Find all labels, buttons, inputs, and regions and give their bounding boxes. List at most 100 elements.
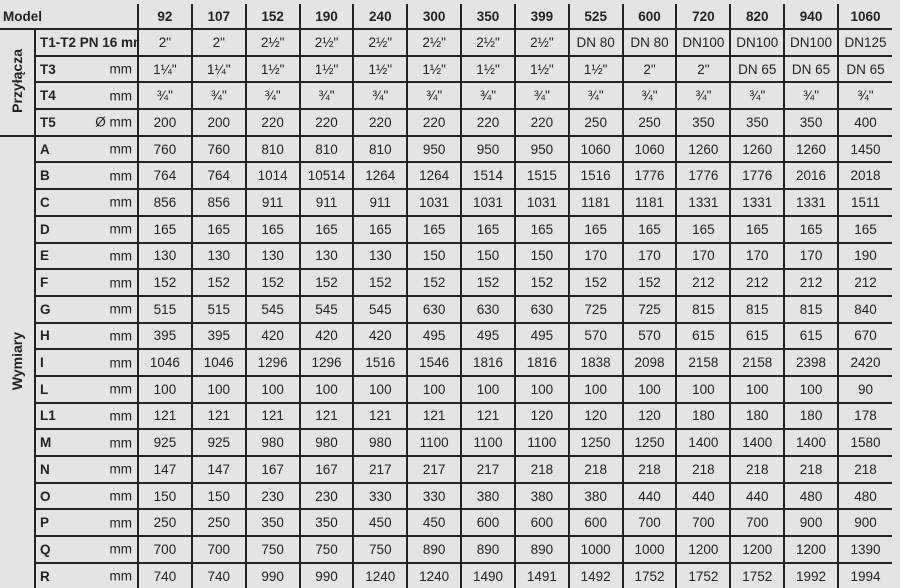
value-cell: 170 [675,242,731,271]
value-cell: 1515 [513,162,569,191]
parameter-name: M [40,435,52,451]
value-cell: 2158 [675,349,731,377]
parameter-cell: T1-T2 PN 16 mm [35,29,139,57]
model-column-header: 1060 [836,4,892,30]
value-cell: 100 [190,375,246,404]
value-cell: 2420 [836,349,892,377]
value-cell: 230 [298,482,354,511]
value-cell: 440 [621,482,677,511]
model-column-header: 525 [567,4,623,30]
parameter-cell: L1 mm [35,402,139,431]
value-cell: 990 [298,562,354,588]
value-cell: ¾" [244,82,300,111]
value-cell: 1¼" [190,55,246,84]
value-cell: 2" [621,55,677,84]
value-cell: 395 [190,322,246,351]
value-cell: 750 [298,536,354,564]
value-cell: 1752 [729,562,785,588]
value-cell: 218 [621,456,677,484]
value-cell: 420 [352,322,408,351]
value-cell: DN100 [783,29,838,57]
value-cell: 152 [567,269,623,297]
value-cell: 900 [836,509,892,538]
value-cell: 980 [244,429,300,457]
value-cell: 330 [406,482,462,511]
value-cell: 150 [513,242,569,271]
value-cell: 212 [836,269,892,297]
value-cell: 350 [298,509,354,538]
parameter-unit: mm [109,435,133,451]
value-cell: 1181 [621,189,677,217]
value-cell: 250 [567,109,623,137]
value-cell: 740 [190,562,246,588]
value-cell: 1½" [460,55,515,84]
value-cell: 218 [836,456,892,484]
parameter-name: C [40,194,50,210]
value-cell: 217 [460,456,515,484]
value-cell: 2" [137,29,192,57]
value-cell: 600 [460,509,515,538]
value-cell: 1046 [190,349,246,377]
value-cell: 220 [460,109,515,137]
parameter-name: O [40,488,51,504]
value-cell: 130 [352,242,408,271]
table-row: T3 mm 1¼" 1¼" 1½" 1½" 1½" 1½" 1½" 1½" 1½" 2" 2" DN 65… [0,55,892,84]
value-cell: 630 [460,295,515,324]
parameter-name: H [40,328,50,344]
value-cell: 1100 [460,429,515,457]
model-column-header: 940 [783,4,838,30]
value-cell: 220 [513,109,569,137]
value-cell: 100 [244,375,300,404]
value-cell: 1752 [675,562,731,588]
model-column-header: 600 [621,4,677,30]
value-cell: 178 [836,402,892,431]
value-cell: 2" [190,29,246,57]
parameter-name: T5 [40,114,56,130]
value-cell: 890 [513,536,569,564]
value-cell: 1½" [567,55,623,84]
value-cell: ¾" [406,82,462,111]
value-cell: 220 [244,109,300,137]
parameter-unit: mm [109,381,133,397]
model-column-header: 350 [460,4,515,30]
value-cell: ¾" [783,82,838,111]
value-cell: 2½" [406,29,462,57]
value-cell: DN 80 [567,29,623,57]
value-cell: 121 [352,402,408,431]
value-cell: 1390 [836,536,892,564]
value-cell: 165 [298,215,354,244]
value-cell: 1200 [729,536,785,564]
value-cell: 764 [190,162,246,191]
value-cell: 1000 [621,536,677,564]
value-cell: 250 [137,509,192,538]
value-cell: 1260 [729,135,785,164]
parameter-name: D [40,221,50,237]
value-cell: 150 [406,242,462,271]
value-cell: ¾" [729,82,785,111]
parameter-unit: mm [109,221,133,237]
value-cell: DN 65 [836,55,892,84]
value-cell: 764 [137,162,192,191]
value-cell: 950 [513,135,569,164]
value-cell: 400 [836,109,892,137]
value-cell: 165 [729,215,785,244]
value-cell: 600 [567,509,623,538]
value-cell: ¾" [567,82,623,111]
parameter-unit: mm [109,168,133,184]
value-cell: 890 [460,536,515,564]
value-cell: 100 [567,375,623,404]
value-cell: 900 [783,509,838,538]
model-column-header: 92 [137,4,192,30]
parameter-unit: mm [109,328,133,344]
